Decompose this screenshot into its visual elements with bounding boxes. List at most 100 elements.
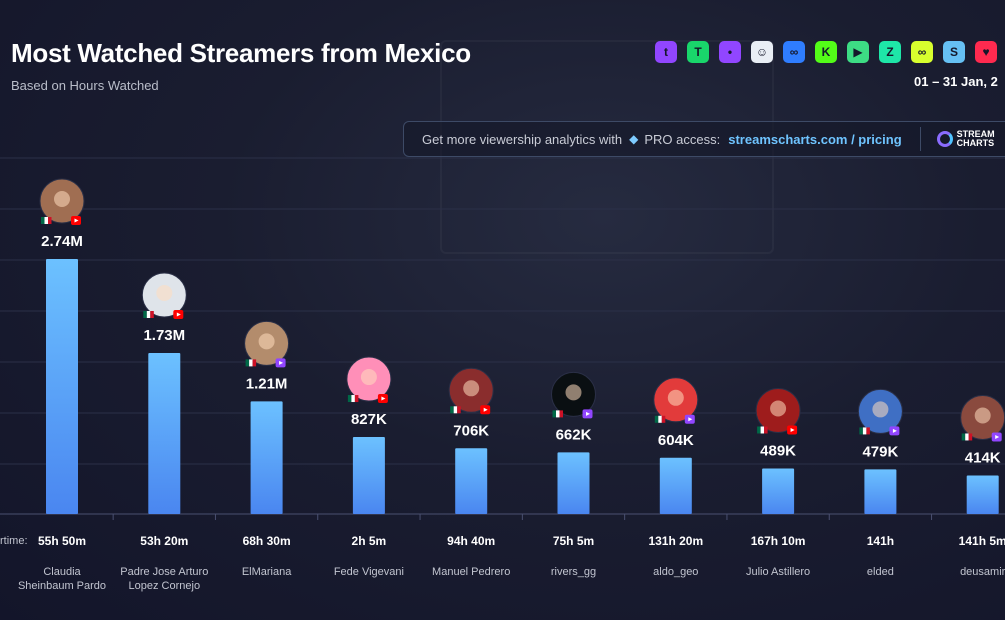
avatar-face <box>156 284 173 301</box>
date-range: 01 – 31 Jan, 2 <box>914 74 998 89</box>
airtime-label: 94h 40m <box>447 534 495 548</box>
category-label-line: deusamir <box>960 566 1005 578</box>
avatar-face <box>360 369 377 386</box>
mexico-flag-icon <box>245 359 250 367</box>
airtime-label: 68h 30m <box>243 534 291 548</box>
value-label: 706K <box>453 422 489 439</box>
mexico-flag-icon <box>249 359 253 367</box>
category-label-line: Fede Vigevani <box>333 566 404 578</box>
airtime-label: 167h 10m <box>751 534 806 548</box>
platform-glyph <box>995 434 1000 439</box>
chart-title: Most Watched Streamers from Mexico <box>11 38 471 68</box>
category-label-line: ElMariana <box>241 566 292 578</box>
avatar-face <box>974 407 991 424</box>
platform-glyph <box>586 411 590 416</box>
category-label-line: rivers_gg <box>550 566 597 578</box>
airtime-label: 55h 50m <box>38 534 86 548</box>
bar-3[interactable] <box>352 437 385 514</box>
mexico-flag-icon <box>351 395 355 403</box>
airtime-label: 2h 5m <box>352 534 387 548</box>
category-label: Manuel Pedrero <box>416 565 526 579</box>
ghost-icon[interactable]: ☺ <box>751 41 773 63</box>
mexico-flag-icon <box>866 427 870 435</box>
play-icon[interactable]: ▶ <box>847 41 869 63</box>
value-label: 414K <box>965 449 1001 466</box>
avatar-face <box>770 400 787 417</box>
platform-glyph <box>381 396 386 401</box>
bar-9[interactable] <box>966 475 999 514</box>
discord-icon[interactable]: • <box>719 41 741 63</box>
airtime-label: 141h <box>867 534 894 548</box>
logo-line-2: CHARTS <box>956 138 995 148</box>
mexico-flag-icon <box>757 426 761 434</box>
mexico-flag-icon <box>354 395 359 403</box>
airtime-label: 53h 20m <box>140 534 188 548</box>
trovo-icon[interactable]: T <box>687 41 709 63</box>
infinity-icon[interactable]: ∞ <box>783 41 805 63</box>
mexico-flag-icon <box>559 410 563 418</box>
mexico-flag-icon <box>961 433 966 441</box>
category-label: Claudia Sheinbaum Pardo <box>7 565 117 593</box>
category-label-line: Padre Jose Arturo <box>120 566 209 578</box>
bar-6[interactable] <box>659 457 692 514</box>
category-label-line: Manuel Pedrero <box>432 566 511 578</box>
value-label: 489K <box>760 442 796 459</box>
airtime-label: 141h 5m <box>959 534 1005 548</box>
platform-glyph <box>688 417 693 422</box>
category-label: ElMariana <box>212 565 322 579</box>
bar-5[interactable] <box>557 452 590 514</box>
loop-icon[interactable]: ∞ <box>911 41 933 63</box>
category-label: elded <box>825 565 935 579</box>
mexico-flag-icon <box>143 310 147 318</box>
mexico-flag-icon <box>457 406 461 414</box>
mexico-flag-icon <box>552 410 556 418</box>
promo-text: Get more viewership analytics with <box>422 131 623 147</box>
platform-glyph <box>790 427 795 432</box>
streamcharts-logo-text: STREAM CHARTS <box>957 130 995 148</box>
category-label: Padre Jose Arturo Lopez Cornejo <box>109 565 219 593</box>
mexico-flag-icon <box>764 426 768 434</box>
category-label-line: elded <box>866 566 894 578</box>
avatar-face <box>54 191 70 207</box>
value-label: 662K <box>556 426 592 443</box>
heart-icon[interactable]: ♥ <box>975 41 997 63</box>
bar-2[interactable] <box>250 401 283 514</box>
mexico-flag-icon <box>44 217 48 224</box>
mexico-flag-icon <box>760 426 765 434</box>
zeta-icon[interactable]: Z <box>879 41 901 63</box>
twitch-icon[interactable]: t <box>655 41 677 63</box>
category-label-line: Julio Astillero <box>745 566 811 578</box>
avatar-face <box>565 384 582 401</box>
mexico-flag-icon <box>968 433 973 441</box>
bar-7[interactable] <box>762 468 795 514</box>
kick-icon[interactable]: K <box>815 41 837 63</box>
mexico-flag-icon <box>146 310 151 318</box>
airtime-label: 131h 20m <box>648 534 703 548</box>
value-label: 1.73M <box>143 327 185 344</box>
bar-4[interactable] <box>455 448 488 514</box>
mexico-flag-icon <box>450 406 454 414</box>
value-label: 604K <box>658 432 694 449</box>
platform-glyph <box>176 312 181 317</box>
category-label-line: Lopez Cornejo <box>128 580 201 592</box>
chart-subtitle: Based on Hours Watched <box>11 78 159 93</box>
mexico-flag-icon <box>658 415 662 423</box>
platform-glyph <box>892 428 897 433</box>
steam-icon[interactable]: S <box>943 41 965 63</box>
bar-1[interactable] <box>148 352 181 514</box>
streamcharts-logo-icon <box>936 131 953 147</box>
mexico-flag-icon <box>862 427 867 435</box>
airtime-caption: rtime: <box>0 535 28 547</box>
mexico-flag-icon <box>150 310 154 318</box>
category-label: Julio Astillero <box>723 565 833 579</box>
mexico-flag-icon <box>347 395 352 403</box>
bar-8[interactable] <box>864 469 897 514</box>
avatar-face <box>872 401 889 418</box>
category-label: deusamir <box>928 565 1005 579</box>
category-label: aldo_geo <box>621 565 731 579</box>
promo-banner[interactable]: Get more viewership analytics with ◆ PRO… <box>403 121 1005 157</box>
bar-0[interactable] <box>46 259 78 514</box>
pricing-link[interactable]: streamscharts.com / pricing <box>728 131 902 147</box>
category-label-line: Claudia <box>43 566 81 578</box>
